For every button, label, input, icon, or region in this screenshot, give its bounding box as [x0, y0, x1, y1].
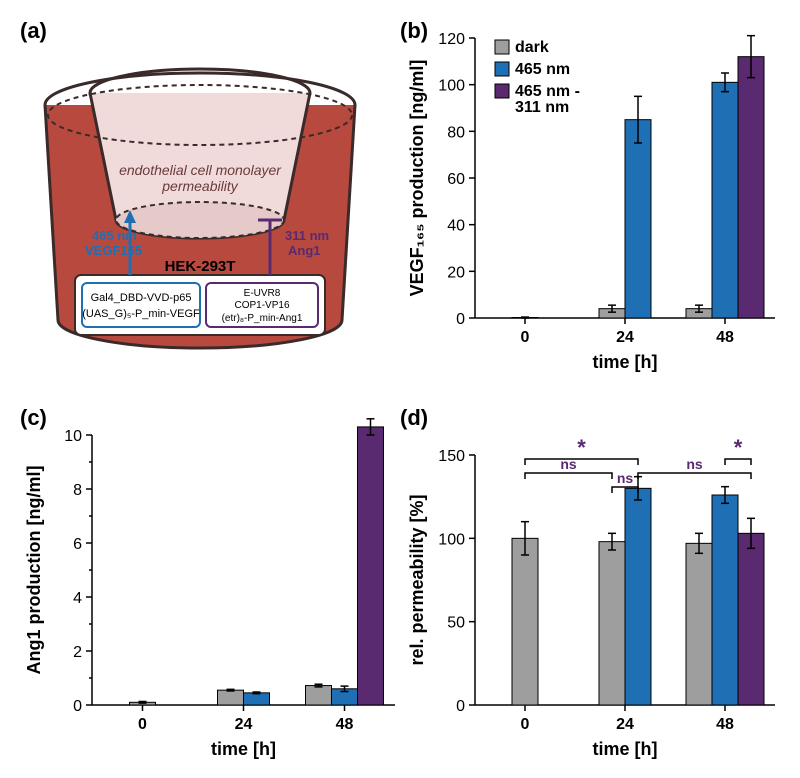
svg-text:48: 48 — [716, 329, 734, 346]
chart-d: 0 50 100 150 rel. permeability [%] 0 24 48 time … — [400, 405, 790, 775]
purple-arrow-label1: 311 nm — [285, 228, 329, 243]
svg-text:time [h]: time [h] — [593, 739, 658, 759]
svg-text:24: 24 — [616, 716, 634, 733]
bar — [625, 488, 651, 705]
bar — [625, 120, 651, 318]
right-box-line3: (etr)₈-P_min-Ang1 — [222, 313, 303, 324]
right-box-line2: COP1-VP16 — [234, 300, 289, 311]
svg-text:100: 100 — [438, 78, 465, 95]
svg-text:150: 150 — [438, 448, 465, 465]
svg-text:0: 0 — [456, 311, 465, 328]
svg-text:VEGF₁₆₅ production [ng/ml]: VEGF₁₆₅ production [ng/ml] — [407, 60, 427, 297]
chart-c: 0246810Ang1 production [ng/ml]02448time … — [20, 405, 410, 775]
svg-text:*: * — [577, 435, 586, 460]
svg-text:48: 48 — [336, 716, 354, 733]
svg-text:rel. permeability [%]: rel. permeability [%] — [407, 494, 427, 665]
svg-text:0: 0 — [73, 698, 82, 715]
bar — [218, 690, 244, 705]
svg-text:4: 4 — [73, 590, 82, 607]
monolayer-label: endothelial cell monolayer — [119, 162, 282, 178]
svg-text:6: 6 — [73, 536, 82, 553]
svg-text:40: 40 — [447, 218, 465, 235]
svg-text:10: 10 — [64, 428, 82, 445]
right-box-line1: E-UVR8 — [244, 288, 281, 299]
svg-text:20: 20 — [447, 264, 465, 281]
svg-text:24: 24 — [616, 329, 634, 346]
svg-text:2: 2 — [73, 644, 82, 661]
bar — [512, 538, 538, 705]
chart-b: 0 20 40 60 80 100 120 VEGF₁₆₅ production [ng/ml… — [400, 18, 790, 388]
svg-text:311 nm: 311 nm — [515, 99, 569, 116]
hek-label: HEK-293T — [165, 258, 236, 275]
svg-text:60: 60 — [447, 171, 465, 188]
bar — [712, 82, 738, 318]
svg-text:0: 0 — [138, 716, 147, 733]
panel-a-label: (a) — [20, 18, 47, 44]
svg-text:100: 100 — [438, 531, 465, 548]
permeability-label: permeability — [161, 178, 238, 194]
svg-text:465 nm -: 465 nm - — [515, 83, 580, 100]
svg-text:*: * — [734, 435, 743, 460]
bar — [712, 495, 738, 705]
svg-text:24: 24 — [235, 716, 253, 733]
svg-text:0: 0 — [456, 698, 465, 715]
blue-arrow-label2: VEGF165 — [85, 243, 142, 258]
svg-text:time [h]: time [h] — [593, 352, 658, 372]
transwell-diagram: endothelial cell monolayer permeability … — [30, 45, 390, 385]
purple-arrow-label2: Ang1 — [288, 243, 321, 258]
svg-text:ns: ns — [686, 456, 703, 472]
svg-text:80: 80 — [447, 124, 465, 141]
bar — [686, 543, 712, 705]
left-box-line1: Gal4_DBD-VVD-p65 — [91, 292, 192, 304]
svg-text:8: 8 — [73, 482, 82, 499]
svg-text:120: 120 — [438, 31, 465, 48]
svg-text:48: 48 — [716, 716, 734, 733]
bar — [599, 542, 625, 705]
svg-text:50: 50 — [447, 615, 465, 632]
svg-text:0: 0 — [521, 716, 530, 733]
svg-text:Ang1 production [ng/ml]: Ang1 production [ng/ml] — [24, 466, 44, 675]
svg-text:time [h]: time [h] — [211, 739, 276, 759]
bar — [358, 427, 384, 705]
bar — [738, 533, 764, 705]
svg-text:ns: ns — [617, 470, 634, 486]
svg-text:0: 0 — [521, 329, 530, 346]
left-box-line2: (UAS_G)₅-P_min-VEGF — [82, 308, 200, 320]
svg-text:465 nm: 465 nm — [515, 61, 570, 78]
svg-text:dark: dark — [515, 39, 549, 56]
bar — [306, 686, 332, 705]
blue-arrow-label1: 465 nm — [92, 228, 137, 243]
bar — [738, 57, 764, 318]
bar — [244, 693, 270, 705]
